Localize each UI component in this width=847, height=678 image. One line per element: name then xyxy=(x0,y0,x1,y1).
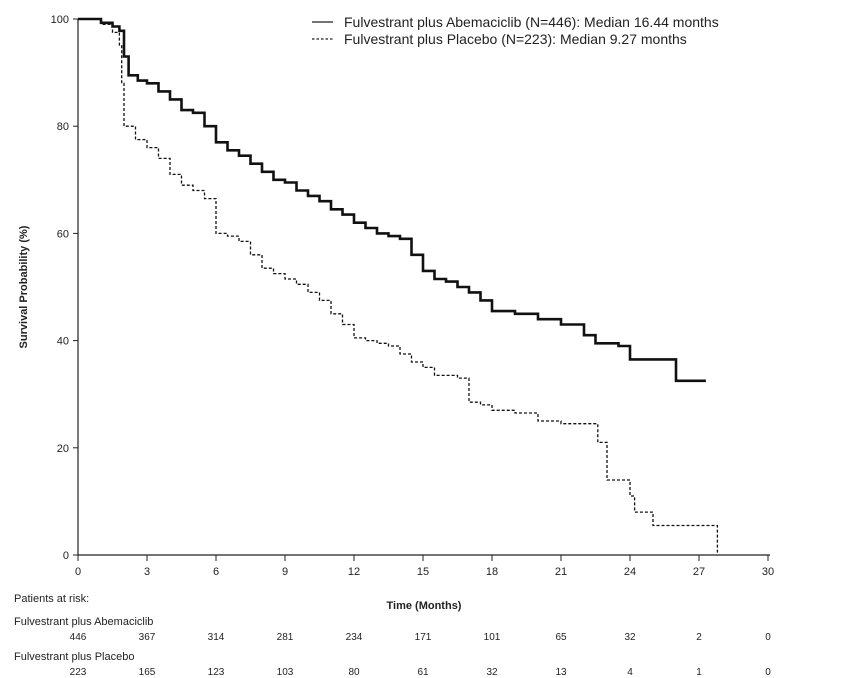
x-tick-label: 6 xyxy=(213,566,219,578)
series-line-abemaciclib xyxy=(78,17,706,383)
legend: Fulvestrant plus Abemaciclib (N=446): Me… xyxy=(312,14,719,47)
at-risk-table: Patients at risk: Fulvestrant plus Abema… xyxy=(14,593,771,678)
at-risk-count: 13 xyxy=(555,667,567,678)
at-risk-count: 171 xyxy=(415,632,432,643)
y-tick-label: 0 xyxy=(63,550,69,562)
at-risk-count: 367 xyxy=(139,632,156,643)
at-risk-count: 281 xyxy=(277,632,294,643)
x-tick-label: 0 xyxy=(75,566,81,578)
at-risk-count: 32 xyxy=(624,632,636,643)
y-tick-label: 80 xyxy=(57,121,69,133)
at-risk-count: 4 xyxy=(627,667,633,678)
at-risk-label-placebo: Fulvestrant plus Placebo xyxy=(14,651,134,663)
y-tick-label: 60 xyxy=(57,228,69,240)
at-risk-count: 0 xyxy=(765,632,771,643)
at-risk-count: 2 xyxy=(696,632,702,643)
at-risk-count: 234 xyxy=(346,632,363,643)
at-risk-count: 165 xyxy=(139,667,156,678)
at-risk-count: 101 xyxy=(484,632,501,643)
at-risk-label-abemaciclib: Fulvestrant plus Abemaciclib xyxy=(14,616,153,628)
at-risk-count: 103 xyxy=(277,667,294,678)
x-tick-label: 27 xyxy=(693,566,705,578)
at-risk-count: 1 xyxy=(696,667,702,678)
x-tick-label: 15 xyxy=(417,566,429,578)
x-tick-label: 12 xyxy=(348,566,360,578)
y-tick-label: 20 xyxy=(57,443,69,455)
at-risk-title: Patients at risk: xyxy=(14,593,89,605)
at-risk-count: 65 xyxy=(555,632,567,643)
y-axis-ticks: 0 20 40 60 80 100 xyxy=(51,14,78,562)
at-risk-count: 80 xyxy=(348,667,360,678)
at-risk-count: 223 xyxy=(70,667,87,678)
at-risk-count: 314 xyxy=(208,632,225,643)
x-tick-label: 18 xyxy=(486,566,498,578)
at-risk-count: 123 xyxy=(208,667,225,678)
series-layer xyxy=(78,17,719,555)
x-tick-label: 9 xyxy=(282,566,288,578)
series-line-placebo xyxy=(78,18,719,555)
y-tick-label: 100 xyxy=(51,14,69,26)
x-tick-label: 21 xyxy=(555,566,567,578)
y-tick-label: 40 xyxy=(57,336,69,348)
x-axis-title: Time (Months) xyxy=(387,600,462,612)
at-risk-count: 32 xyxy=(486,667,498,678)
legend-label-abemaciclib: Fulvestrant plus Abemaciclib (N=446): Me… xyxy=(344,14,719,30)
x-axis-ticks: 0 3 6 9 12 15 18 21 24 27 30 xyxy=(75,555,774,578)
x-tick-label: 3 xyxy=(144,566,150,578)
x-tick-label: 30 xyxy=(762,566,774,578)
at-risk-row-abemaciclib: 446 367 314 281 234 171 101 65 32 2 0 xyxy=(70,632,772,643)
at-risk-count: 0 xyxy=(765,667,771,678)
at-risk-count: 446 xyxy=(70,632,87,643)
y-axis-title: Survival Probability (%) xyxy=(18,225,30,348)
plot-area: 0 20 40 60 80 100 0 3 6 9 12 15 18 21 24 27 30 xyxy=(51,14,774,578)
legend-label-placebo: Fulvestrant plus Placebo (N=223): Median… xyxy=(344,31,687,47)
at-risk-row-placebo: 223 165 123 103 80 61 32 13 4 1 0 xyxy=(70,667,772,678)
x-tick-label: 24 xyxy=(624,566,636,578)
at-risk-count: 61 xyxy=(417,667,429,678)
